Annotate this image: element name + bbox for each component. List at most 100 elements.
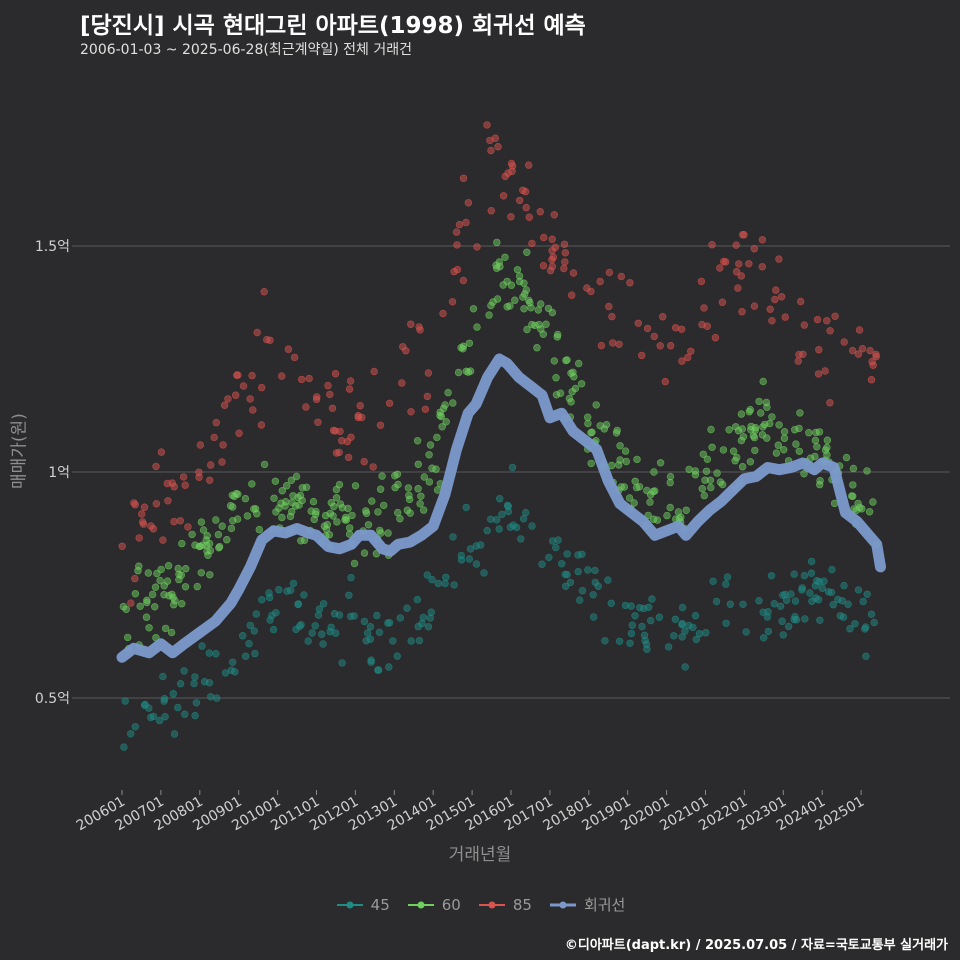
data-point (795, 424, 803, 433)
data-point (239, 382, 248, 390)
data-point (198, 642, 206, 650)
data-point (215, 544, 223, 552)
data-point (144, 569, 153, 577)
data-point (449, 399, 457, 407)
data-point (326, 509, 334, 518)
data-point (139, 520, 148, 528)
data-point (122, 605, 130, 613)
data-point (707, 425, 715, 434)
data-point (205, 649, 214, 657)
data-point (556, 389, 565, 397)
data-point (218, 522, 226, 530)
data-point (628, 621, 636, 629)
data-point (417, 492, 425, 500)
data-point (738, 425, 746, 433)
data-point (170, 730, 179, 738)
data-point (425, 478, 434, 486)
data-point (415, 323, 423, 331)
data-point (563, 570, 571, 579)
data-point (515, 196, 524, 205)
data-point (577, 380, 586, 388)
data-point (712, 597, 721, 606)
data-point (591, 578, 599, 587)
data-point (477, 541, 485, 549)
data-point (157, 565, 165, 574)
data-point (327, 623, 335, 631)
data-point (415, 636, 424, 645)
data-point (824, 588, 833, 596)
data-point (815, 346, 823, 354)
data-point (347, 433, 355, 441)
data-point (536, 300, 545, 308)
data-point (501, 253, 509, 261)
data-point (319, 600, 328, 608)
data-point (862, 652, 870, 660)
data-point (380, 501, 388, 510)
data-point (811, 582, 820, 590)
data-point (664, 643, 673, 651)
data-point (677, 325, 686, 333)
data-point (814, 370, 823, 378)
data-point (626, 279, 634, 287)
data-point (241, 494, 250, 503)
data-point (848, 346, 857, 355)
data-point (840, 581, 848, 590)
data-point (223, 535, 231, 544)
data-point (806, 589, 814, 597)
data-point (465, 555, 474, 563)
data-point (550, 357, 558, 365)
data-point (616, 456, 624, 464)
data-point (703, 455, 712, 463)
data-point (170, 517, 178, 526)
data-point (708, 443, 716, 451)
data-point (184, 523, 192, 531)
data-point (152, 500, 161, 508)
data-point (528, 522, 536, 530)
data-point (473, 243, 481, 251)
data-point (631, 477, 639, 485)
data-point (178, 599, 186, 608)
data-point (499, 192, 508, 200)
data-point (338, 504, 347, 512)
data-point (394, 480, 402, 489)
data-point (521, 508, 530, 517)
data-point (826, 399, 834, 407)
data-point (674, 508, 683, 516)
data-point (735, 260, 743, 268)
data-point (350, 559, 359, 568)
data-point (649, 515, 658, 523)
data-point (176, 679, 185, 688)
data-point (780, 428, 789, 436)
data-point (648, 595, 656, 603)
data-point (872, 352, 880, 361)
legend-item-regression: 회귀선 (548, 894, 625, 915)
y-tick-label: 0.5억 (35, 691, 70, 707)
data-point (305, 374, 313, 383)
data-point (393, 652, 401, 660)
data-point (663, 511, 671, 520)
data-point (335, 480, 344, 489)
data-point (167, 628, 176, 637)
data-point (746, 458, 755, 466)
data-point (243, 512, 252, 520)
data-point (284, 345, 293, 353)
data-point (683, 353, 692, 362)
data-point (807, 557, 816, 566)
data-point (297, 537, 305, 545)
data-point (159, 536, 167, 544)
data-point (235, 429, 243, 437)
data-point (790, 570, 798, 578)
data-point (592, 401, 600, 409)
data-point (405, 491, 413, 500)
data-point (703, 322, 711, 330)
data-point (455, 220, 464, 229)
data-point (181, 710, 189, 718)
data-point (844, 600, 852, 608)
data-point (270, 494, 278, 502)
data-point (157, 448, 166, 456)
data-point (151, 603, 159, 611)
data-point (174, 703, 182, 712)
data-point (126, 730, 135, 738)
data-point (587, 429, 595, 437)
data-point (249, 406, 257, 414)
